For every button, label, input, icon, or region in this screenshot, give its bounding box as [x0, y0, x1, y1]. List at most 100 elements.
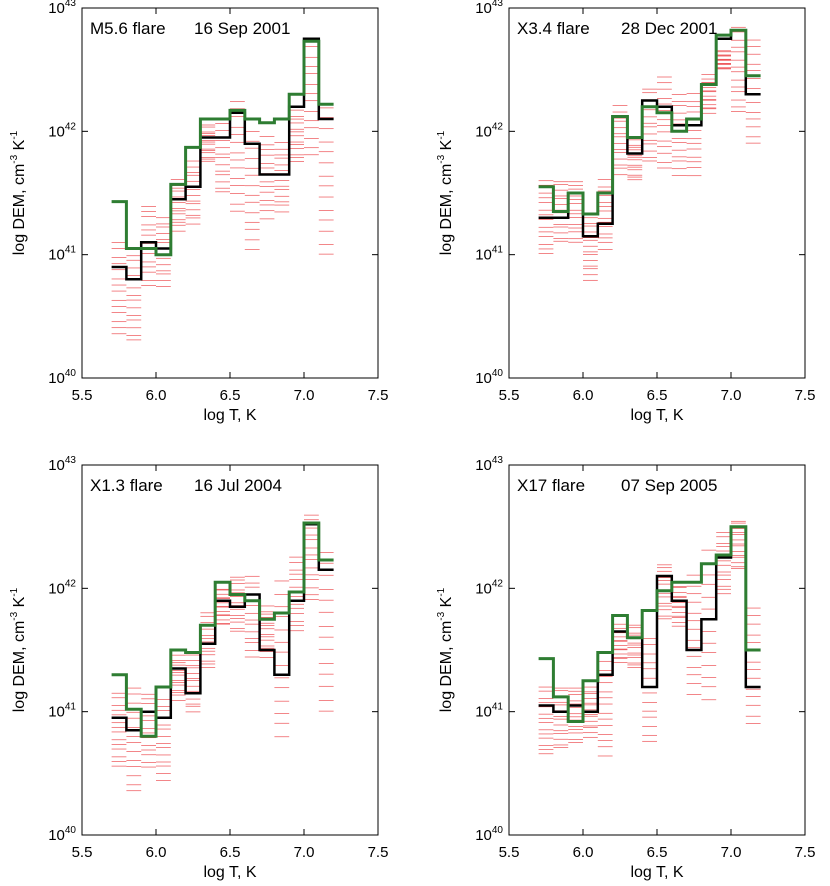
model-step-line — [111, 521, 334, 738]
realization-bin — [141, 206, 156, 286]
y-tick-base: 10 — [48, 827, 65, 844]
realization-bin — [745, 39, 761, 144]
x-tick-label: 7.0 — [721, 387, 742, 404]
realization-bin — [568, 181, 583, 243]
realization-bin — [597, 660, 613, 757]
realization-bin — [583, 217, 598, 281]
realization-bin — [200, 124, 216, 162]
x-tick-label: 7.5 — [795, 844, 816, 861]
model-step-line — [538, 525, 761, 723]
x-tick-label: 6.0 — [146, 387, 167, 404]
y-tick-exponent: 43 — [65, 0, 77, 9]
y-axis-title-unit: K — [438, 596, 455, 611]
realization-bin — [671, 94, 687, 176]
y-axis-title-unit: K — [438, 139, 455, 154]
y-tick-exponent: 42 — [492, 121, 504, 132]
best-fit-step-line — [538, 28, 761, 238]
best-fit-step-line — [111, 37, 334, 281]
x-axis-title: log T, K — [203, 407, 256, 424]
realization-bin — [642, 638, 657, 742]
y-tick-label: 1042 — [48, 121, 76, 140]
plot-frame — [81, 464, 379, 836]
realization-bin — [597, 179, 613, 250]
y-tick-exponent: 42 — [65, 121, 77, 132]
realization-bin — [289, 556, 304, 632]
x-tick-label: 5.5 — [499, 844, 520, 861]
y-tick-exponent: 42 — [65, 578, 77, 589]
realization-lines — [111, 39, 334, 341]
y-tick-base: 10 — [48, 704, 65, 721]
realization-bin — [627, 624, 643, 668]
realization-bin — [731, 26, 746, 112]
realization-lines — [111, 514, 334, 792]
x-tick-label: 6.0 — [573, 844, 594, 861]
realization-bin — [230, 576, 245, 632]
y-tick-base: 10 — [48, 580, 65, 597]
panel-date: 07 Sep 2005 — [621, 476, 717, 495]
model-step-line — [538, 28, 761, 216]
y-tick-label: 1043 — [48, 0, 76, 17]
realization-bin — [215, 119, 230, 193]
y-tick-exponent: 42 — [492, 578, 504, 589]
x-tick-label: 5.5 — [72, 387, 93, 404]
x-axis-title: log T, K — [203, 864, 256, 881]
y-tick-label: 1040 — [475, 825, 503, 844]
realization-bin — [274, 142, 290, 213]
y-tick-exponent: 43 — [65, 455, 77, 466]
y-tick-label: 1041 — [48, 702, 76, 721]
y-tick-base: 10 — [475, 704, 492, 721]
realization-bin — [716, 532, 731, 595]
panel-title: M5.6 flare — [90, 19, 166, 38]
realization-bin — [126, 255, 142, 341]
y-tick-label: 1041 — [475, 245, 503, 264]
x-tick-label: 7.0 — [294, 387, 315, 404]
realization-lines — [538, 26, 761, 281]
y-tick-label: 1043 — [475, 455, 503, 474]
y-tick-exponent: 41 — [492, 245, 504, 256]
realization-bin — [244, 131, 260, 250]
y-axis-title-main: log DEM, cm — [11, 621, 28, 713]
realization-bin — [230, 101, 245, 212]
x-tick-label: 5.5 — [72, 844, 93, 861]
realization-bin — [657, 76, 672, 169]
y-tick-label: 1041 — [475, 702, 503, 721]
realization-bin — [200, 612, 216, 668]
realization-bin — [289, 105, 304, 162]
x-tick-label: 7.5 — [795, 387, 816, 404]
x-tick-label: 7.0 — [294, 844, 315, 861]
y-tick-base: 10 — [475, 827, 492, 844]
panel-title: X1.3 flare — [90, 476, 163, 495]
x-tick-label: 6.5 — [220, 387, 241, 404]
realization-bin — [538, 686, 554, 755]
y-tick-base: 10 — [475, 580, 492, 597]
y-tick-base: 10 — [475, 457, 492, 474]
y-axis-title: log DEM, cm-3 K-1 — [436, 130, 455, 255]
x-tick-label: 6.0 — [573, 387, 594, 404]
y-tick-label: 1043 — [48, 455, 76, 474]
best-fit-step-line — [111, 522, 334, 732]
x-tick-label: 7.5 — [368, 387, 389, 404]
realization-bin — [612, 105, 628, 176]
y-tick-label: 1040 — [48, 368, 76, 387]
y-tick-exponent: 41 — [65, 702, 77, 713]
y-axis-title-main: log DEM, cm — [438, 621, 455, 713]
y-tick-base: 10 — [475, 0, 492, 17]
x-tick-label: 6.5 — [220, 844, 241, 861]
y-tick-base: 10 — [48, 123, 65, 140]
y-tick-base: 10 — [48, 457, 65, 474]
y-tick-exponent: 43 — [492, 455, 504, 466]
realization-bin — [259, 136, 275, 220]
best-fit-step-line — [538, 525, 761, 713]
realization-bin — [716, 50, 731, 70]
y-tick-label: 1042 — [475, 578, 503, 597]
realization-bin — [318, 552, 334, 712]
y-axis-title-unit: K — [11, 139, 28, 154]
y-axis-title-unit: K — [11, 596, 28, 611]
x-axis-title: log T, K — [630, 864, 683, 881]
realization-bin — [185, 654, 201, 713]
y-axis-title-main: log DEM, cm — [11, 164, 28, 256]
y-tick-exponent: 41 — [65, 245, 77, 256]
